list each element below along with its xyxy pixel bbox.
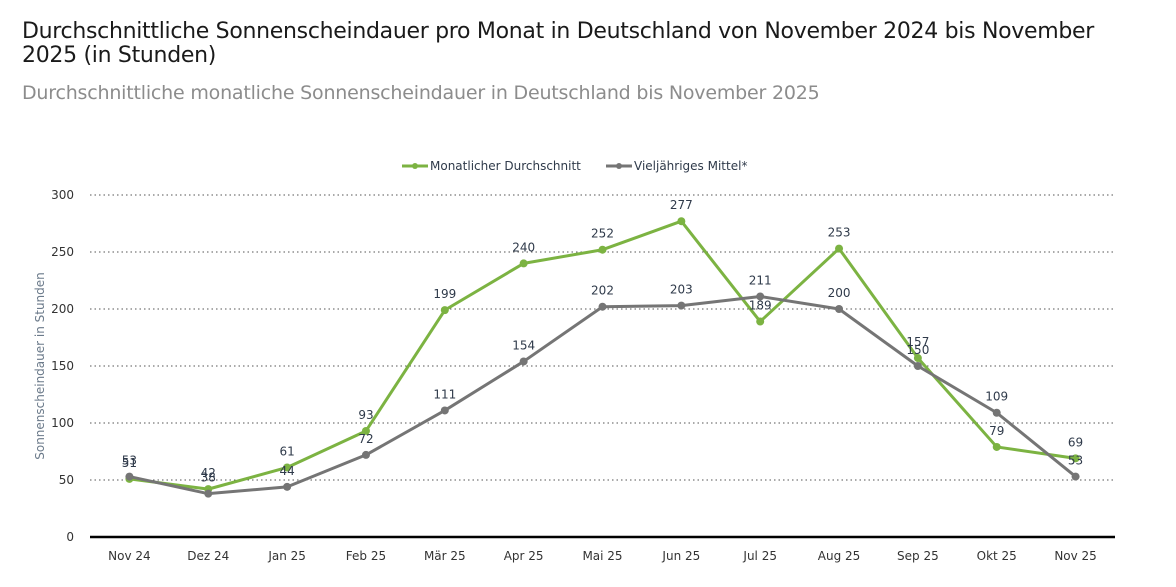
- data-point[interactable]: [598, 302, 607, 311]
- data-point[interactable]: [756, 317, 765, 326]
- data-label: 42: [201, 466, 216, 480]
- y-tick-label: 50: [59, 473, 74, 487]
- data-label: 199: [433, 287, 456, 301]
- data-point[interactable]: [1071, 454, 1080, 463]
- data-point[interactable]: [677, 301, 686, 310]
- y-tick-label: 150: [51, 359, 74, 373]
- y-tick-label: 250: [51, 245, 74, 259]
- y-tick-label: 300: [51, 188, 74, 202]
- y-axis-ticks: 0 50 100 150 200 250 300: [51, 188, 74, 544]
- x-tick-label: Feb 25: [346, 549, 386, 563]
- data-point[interactable]: [519, 357, 528, 366]
- x-tick-label: Dez 24: [187, 549, 229, 563]
- x-tick-label: Sep 25: [897, 549, 939, 563]
- data-point[interactable]: [913, 354, 922, 363]
- chart-title: Durchschnittliche Sonnenscheindauer pro …: [22, 19, 1095, 68]
- y-axis-label: Sonnenscheindauer in Stunden: [33, 272, 47, 460]
- x-tick-label: Nov 24: [108, 549, 151, 563]
- data-label: 189: [749, 299, 772, 313]
- data-label: 200: [828, 286, 851, 300]
- data-point[interactable]: [992, 442, 1001, 451]
- x-tick-label: Jun 25: [661, 549, 700, 563]
- data-label: 203: [670, 283, 693, 297]
- x-tick-label: Nov 25: [1054, 549, 1097, 563]
- chart-subtitle: Durchschnittliche monatliche Sonnenschei…: [22, 82, 820, 104]
- data-point[interactable]: [1071, 472, 1080, 481]
- x-tick-label: Aug 25: [818, 549, 861, 563]
- data-label: 93: [358, 408, 373, 422]
- legend-item[interactable]: Monatlicher Durchschnitt: [402, 159, 581, 173]
- y-tick-label: 0: [66, 530, 74, 544]
- y-tick-label: 200: [51, 302, 74, 316]
- grid-lines: [90, 194, 1115, 539]
- data-label: 277: [670, 198, 693, 212]
- data-label: 38: [201, 471, 216, 485]
- series-line-vieljaehriges-mittel: [129, 294, 1077, 496]
- legend-item[interactable]: Vieljähriges Mittel*: [606, 159, 747, 173]
- data-label: 111: [433, 387, 456, 401]
- data-label: 51: [122, 456, 137, 470]
- data-label: 150: [906, 343, 929, 357]
- data-label: 154: [512, 338, 535, 352]
- data-label: 211: [749, 273, 772, 287]
- data-point[interactable]: [440, 306, 449, 315]
- x-tick-label: Okt 25: [977, 549, 1017, 563]
- y-tick-label: 100: [51, 416, 74, 430]
- legend-marker: [616, 163, 622, 169]
- data-point[interactable]: [361, 426, 370, 435]
- data-label: 252: [591, 227, 614, 241]
- x-tick-label: Jul 25: [742, 549, 777, 563]
- data-point[interactable]: [440, 406, 449, 415]
- data-point[interactable]: [519, 259, 528, 268]
- legend-marker: [412, 163, 418, 169]
- data-point[interactable]: [913, 362, 922, 370]
- data-point[interactable]: [283, 482, 292, 491]
- data-point[interactable]: [677, 217, 686, 226]
- x-tick-label: Mai 25: [582, 549, 622, 563]
- data-label: 157: [906, 335, 929, 349]
- series-group: [125, 217, 1080, 498]
- x-axis-ticks: Nov 24 Dez 24 Jan 25 Feb 25 Mär 25 Apr 25 Mai …: [108, 549, 1097, 563]
- data-label: 109: [985, 390, 1008, 404]
- data-label: 240: [512, 240, 535, 254]
- data-point[interactable]: [283, 463, 292, 472]
- data-label: 53: [122, 454, 137, 468]
- series-line-monatlicher-durchschnitt: [129, 219, 1076, 491]
- data-label: 69: [1068, 435, 1083, 449]
- data-point[interactable]: [598, 245, 607, 254]
- x-tick-label: Mär 25: [424, 549, 466, 563]
- data-labels: 51 42 61 93 199 240 252 277 189 253 157 79 69 53 38 44 7…: [122, 198, 1083, 484]
- data-label: 72: [358, 432, 373, 446]
- data-point[interactable]: [992, 408, 1001, 417]
- data-point[interactable]: [125, 472, 134, 481]
- data-label: 53: [1068, 454, 1083, 468]
- data-point[interactable]: [361, 450, 370, 459]
- data-label: 79: [989, 424, 1004, 438]
- data-label: 44: [279, 464, 294, 478]
- data-label: 253: [828, 226, 851, 240]
- data-label: 202: [591, 284, 614, 298]
- data-label: 61: [279, 444, 294, 458]
- legend-label: Monatlicher Durchschnitt: [430, 159, 581, 173]
- data-point[interactable]: [756, 292, 765, 301]
- legend: Monatlicher Durchschnitt Vieljähriges Mit…: [402, 159, 747, 173]
- x-tick-label: Jan 25: [267, 549, 306, 563]
- data-point[interactable]: [835, 305, 844, 313]
- data-point[interactable]: [204, 489, 213, 498]
- data-point[interactable]: [835, 244, 844, 253]
- x-tick-label: Apr 25: [504, 549, 544, 563]
- legend-label: Vieljähriges Mittel*: [634, 159, 747, 173]
